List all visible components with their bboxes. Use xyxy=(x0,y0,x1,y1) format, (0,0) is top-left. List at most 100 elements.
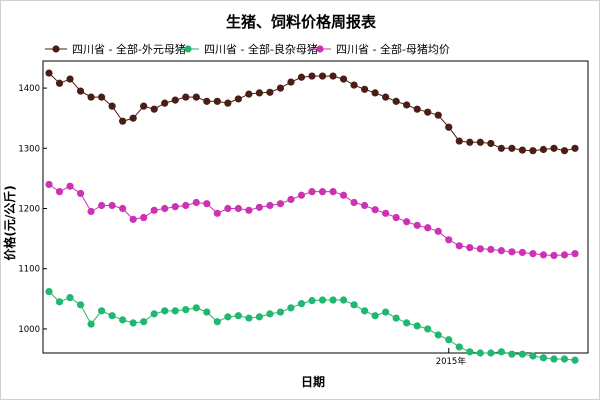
data-point xyxy=(287,304,295,312)
data-point xyxy=(518,146,527,154)
data-point xyxy=(213,97,221,105)
data-point xyxy=(318,296,327,304)
legend-label: 四川省 - 全部-外元母猪 xyxy=(72,42,186,56)
data-point xyxy=(339,191,348,199)
legend-item-3: 四川省 - 全部-母猪均价 xyxy=(309,42,450,56)
data-point xyxy=(308,72,316,80)
legend-marker xyxy=(52,45,60,53)
data-point xyxy=(171,203,179,211)
data-point xyxy=(98,307,106,315)
data-point xyxy=(487,349,495,357)
data-point xyxy=(571,250,579,258)
data-point xyxy=(308,188,316,196)
data-point xyxy=(350,198,358,207)
data-point xyxy=(571,356,579,364)
data-point xyxy=(455,242,463,250)
data-point xyxy=(203,200,211,208)
data-point xyxy=(329,188,337,196)
data-point xyxy=(413,322,421,330)
data-point xyxy=(497,247,505,255)
data-point xyxy=(508,248,516,256)
data-point xyxy=(76,87,85,95)
data-point xyxy=(445,236,453,244)
data-point xyxy=(529,352,537,360)
data-point xyxy=(276,308,285,316)
legend-item-1: 四川省 - 全部-外元母猪 xyxy=(45,42,186,56)
data-point xyxy=(413,105,421,113)
data-point xyxy=(87,320,95,328)
data-point xyxy=(361,85,369,93)
data-point xyxy=(213,209,221,217)
data-point xyxy=(550,144,558,152)
data-point xyxy=(382,93,390,101)
data-point xyxy=(529,147,537,155)
data-point xyxy=(476,245,484,253)
data-point xyxy=(234,312,242,320)
data-point xyxy=(45,287,53,296)
data-point xyxy=(224,313,232,321)
x-axis: 2015年 xyxy=(436,348,467,367)
data-point xyxy=(171,96,179,104)
data-point xyxy=(140,318,148,326)
data-point xyxy=(392,97,400,105)
data-point xyxy=(487,245,495,254)
data-point xyxy=(108,201,116,210)
data-point xyxy=(466,138,474,146)
data-point xyxy=(161,99,169,107)
data-point xyxy=(413,221,421,229)
data-point xyxy=(297,73,306,81)
data-point xyxy=(329,72,337,80)
y-tick-label: 1200 xyxy=(18,205,40,215)
data-point xyxy=(129,319,137,327)
data-point xyxy=(203,308,211,316)
data-point xyxy=(234,95,242,103)
data-point xyxy=(55,298,64,306)
data-point xyxy=(255,89,263,97)
y-axis-label: 价格(元/公斤) xyxy=(2,185,17,260)
data-point xyxy=(98,93,106,101)
data-point xyxy=(192,93,200,101)
data-point xyxy=(382,209,390,217)
data-point xyxy=(150,310,158,318)
data-point xyxy=(76,189,85,198)
data-point xyxy=(266,88,274,96)
data-point xyxy=(66,182,74,190)
plot-area xyxy=(42,60,589,354)
data-point xyxy=(108,102,116,110)
data-point xyxy=(571,144,579,152)
data-point xyxy=(455,137,463,145)
data-point xyxy=(55,188,64,196)
data-point xyxy=(140,102,148,110)
data-point xyxy=(266,201,274,210)
data-point xyxy=(224,99,232,107)
data-point xyxy=(403,319,411,327)
data-point xyxy=(192,198,200,207)
data-point xyxy=(560,251,569,259)
data-point xyxy=(119,204,127,213)
data-point xyxy=(255,313,263,321)
data-point xyxy=(350,301,358,309)
x-tick-label: 2015年 xyxy=(436,356,467,367)
data-point xyxy=(371,89,379,97)
data-point xyxy=(434,111,442,119)
y-tick-label: 1400 xyxy=(18,84,40,94)
series-2 xyxy=(45,287,579,364)
data-point xyxy=(350,81,358,89)
data-point xyxy=(318,188,327,196)
data-point xyxy=(140,213,148,222)
data-point xyxy=(539,145,548,154)
data-point xyxy=(266,310,274,318)
x-axis-label: 日期 xyxy=(301,374,325,389)
y-tick-label: 1300 xyxy=(18,144,40,154)
data-point xyxy=(392,213,400,222)
data-point xyxy=(161,204,169,213)
data-point xyxy=(119,117,127,125)
data-point xyxy=(76,301,85,309)
data-point xyxy=(361,201,369,210)
y-axis: 1000 1100 1200 1300 1400 xyxy=(18,84,47,335)
data-point xyxy=(371,312,379,320)
data-point xyxy=(434,331,442,339)
data-point xyxy=(98,201,106,210)
